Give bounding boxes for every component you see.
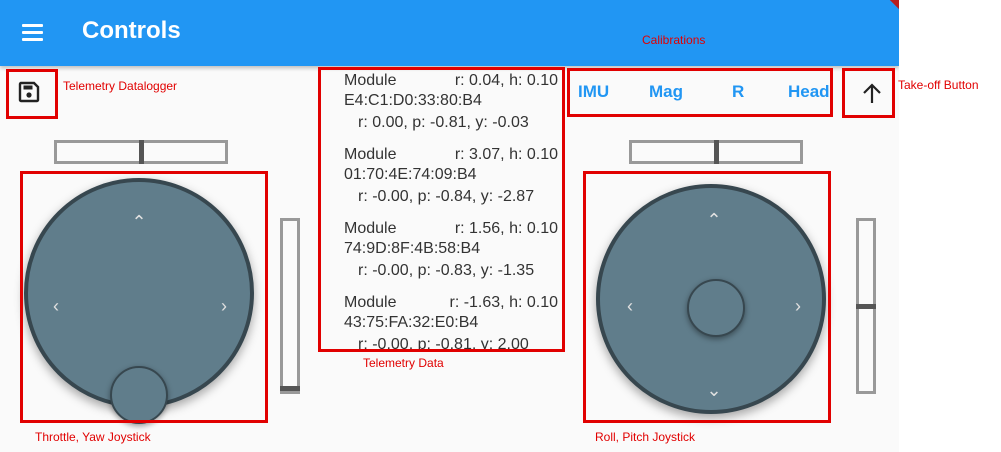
module-mac-address: 74:9D:8F:4B:58:B4	[344, 240, 481, 257]
module-label: Module	[344, 220, 397, 237]
calibrate-mag-button[interactable]: Mag	[649, 82, 683, 101]
chevron-down-icon: ⌄	[706, 380, 722, 400]
module-label: Module	[344, 294, 397, 311]
debug-banner: DEBUG	[843, 0, 899, 53]
app-window: Controls DEBUG Module r: 0.04, h: 0.10 E…	[0, 0, 899, 424]
slider-thumb[interactable]	[280, 386, 300, 391]
module-range-heading: r: 0.04, h: 0.10	[454, 72, 558, 89]
chevron-right-icon: ›	[795, 296, 801, 316]
chevron-left-icon: ‹	[627, 296, 633, 316]
slider-thumb[interactable]	[856, 303, 876, 309]
menu-icon[interactable]	[22, 24, 43, 41]
module-mac-address: 43:75:FA:32:E0:B4	[344, 314, 479, 331]
throttle-trim-slider[interactable]	[280, 218, 300, 394]
calibration-buttons: IMU Mag R Head	[570, 70, 832, 114]
module-range-heading: r: -1.63, h: 0.10	[449, 294, 558, 311]
joystick-knob[interactable]	[687, 279, 745, 337]
telemetry-data-panel: Module r: 0.04, h: 0.10 E4:C1:D0:33:80:B…	[322, 70, 562, 352]
annotation-takeoff-button: Take-off Button	[898, 78, 979, 92]
annotation-throttle-yaw: Throttle, Yaw Joystick	[35, 430, 151, 444]
calibrate-r-button[interactable]: R	[732, 82, 745, 101]
annotation-roll-pitch: Roll, Pitch Joystick	[595, 430, 696, 444]
arrow-up-icon	[863, 83, 881, 103]
annotation-calibrations: Calibrations	[642, 33, 706, 47]
telemetry-module: Module r: -1.63, h: 0.10 43:75:FA:32:E0:…	[322, 292, 562, 352]
chevron-up-icon: ⌃	[131, 212, 147, 232]
yaw-trim-slider[interactable]	[54, 140, 228, 164]
calibrate-head-button[interactable]: Head	[788, 82, 830, 101]
module-range-heading: r: 3.07, h: 0.10	[454, 146, 558, 163]
roll-pitch-joystick[interactable]: ⌃ ⌄ ‹ ›	[584, 172, 830, 422]
module-mac-address: E4:C1:D0:33:80:B4	[344, 92, 482, 109]
module-roll-pitch-yaw: r: -0.00, p: -0.81, y: 2.00	[358, 336, 529, 352]
module-mac-address: 01:70:4E:74:09:B4	[344, 166, 477, 183]
roll-trim-slider[interactable]	[629, 140, 803, 164]
telemetry-module: Module r: 0.04, h: 0.10 E4:C1:D0:33:80:B…	[322, 70, 562, 144]
telemetry-module: Module r: 1.56, h: 0.10 74:9D:8F:4B:58:B…	[322, 218, 562, 292]
chevron-right-icon: ›	[221, 296, 227, 316]
save-icon	[18, 81, 40, 103]
slider-thumb[interactable]	[713, 140, 719, 164]
telemetry-module: Module r: 3.07, h: 0.10 01:70:4E:74:09:B…	[322, 144, 562, 218]
module-roll-pitch-yaw: r: 0.00, p: -0.81, y: -0.03	[358, 114, 529, 131]
app-bar: Controls DEBUG	[0, 0, 899, 66]
pitch-trim-slider[interactable]	[856, 218, 876, 394]
telemetry-datalogger-button[interactable]	[12, 75, 46, 109]
page-title: Controls	[82, 17, 181, 44]
module-roll-pitch-yaw: r: -0.00, p: -0.83, y: -1.35	[358, 262, 535, 279]
slider-thumb[interactable]	[138, 140, 144, 164]
chevron-up-icon: ⌃	[706, 210, 722, 230]
module-label: Module	[344, 72, 397, 89]
throttle-yaw-joystick[interactable]: ⌃ ‹ ›	[20, 172, 266, 424]
calibrate-imu-button[interactable]: IMU	[578, 82, 610, 101]
annotation-telemetry-data: Telemetry Data	[363, 356, 444, 370]
module-range-heading: r: 1.56, h: 0.10	[454, 220, 558, 237]
joystick-knob[interactable]	[110, 366, 168, 424]
chevron-left-icon: ‹	[53, 296, 59, 316]
module-roll-pitch-yaw: r: -0.00, p: -0.84, y: -2.87	[358, 188, 535, 205]
annotation-telemetry-datalogger: Telemetry Datalogger	[63, 79, 178, 93]
module-label: Module	[344, 146, 397, 163]
takeoff-button[interactable]	[852, 77, 892, 111]
